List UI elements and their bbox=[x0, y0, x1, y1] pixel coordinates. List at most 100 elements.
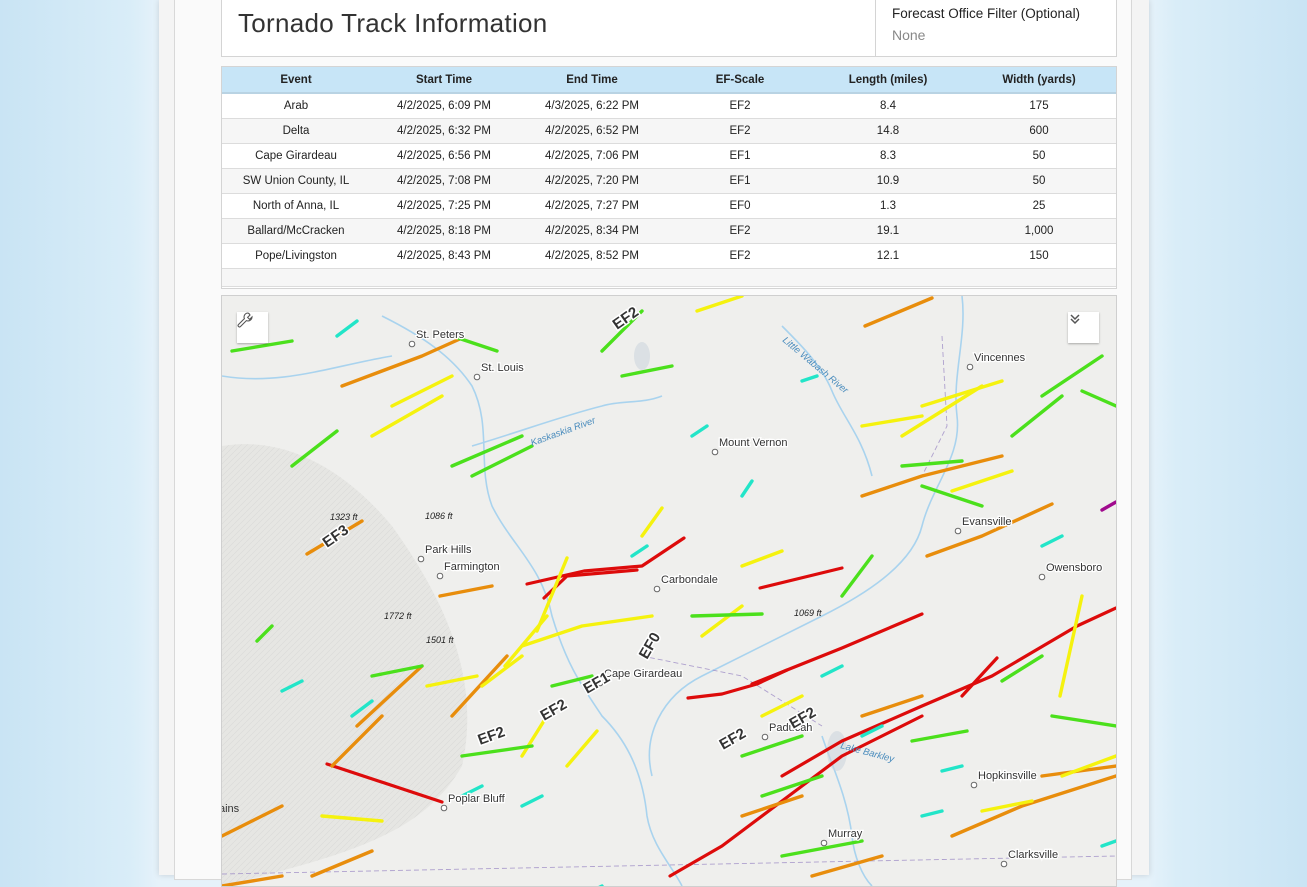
tornado-track[interactable] bbox=[520, 794, 544, 808]
city-marker[interactable] bbox=[954, 527, 962, 535]
table-row[interactable]: Pope/Livingston 4/2/2025, 8:43 PM 4/2/2025… bbox=[222, 243, 1116, 269]
city-label[interactable]: Vincennes bbox=[973, 351, 1027, 366]
tornado-track[interactable] bbox=[780, 839, 864, 858]
tornado-track[interactable] bbox=[910, 729, 969, 743]
city-label[interactable]: St. Peters bbox=[415, 328, 466, 343]
city-marker[interactable] bbox=[473, 373, 481, 381]
tornado-track[interactable] bbox=[305, 519, 364, 556]
tornado-track[interactable] bbox=[950, 774, 1116, 838]
map-canvas[interactable]: St. Peters St. Louis Mount Vernon Vincennes… bbox=[222, 296, 1116, 886]
city-marker[interactable] bbox=[711, 448, 719, 456]
tornado-track[interactable] bbox=[740, 479, 754, 498]
city-marker[interactable] bbox=[1038, 573, 1046, 581]
tornado-track[interactable] bbox=[340, 336, 464, 388]
tornado-track[interactable] bbox=[525, 536, 686, 586]
column-header-length[interactable]: Length (miles) bbox=[814, 67, 962, 94]
column-header-start-time[interactable]: Start Time bbox=[370, 67, 518, 94]
tornado-track[interactable] bbox=[925, 502, 1054, 558]
tornado-track[interactable] bbox=[800, 374, 819, 383]
city-marker[interactable] bbox=[440, 804, 448, 812]
tornado-track[interactable] bbox=[630, 544, 649, 558]
city-marker[interactable] bbox=[436, 572, 444, 580]
column-header-ef-scale[interactable]: EF-Scale bbox=[666, 67, 814, 94]
tornado-track[interactable] bbox=[600, 309, 644, 353]
city-label[interactable]: Cape Girardeau bbox=[603, 667, 684, 682]
tornado-track[interactable] bbox=[370, 664, 424, 678]
city-marker[interactable] bbox=[596, 679, 604, 687]
city-marker[interactable] bbox=[1000, 860, 1008, 868]
tornado-track[interactable] bbox=[740, 549, 784, 568]
tornado-track[interactable] bbox=[460, 784, 484, 798]
tornado-track[interactable] bbox=[255, 624, 274, 643]
tornado-track[interactable] bbox=[690, 424, 709, 438]
tornado-track[interactable] bbox=[900, 384, 984, 438]
city-label[interactable]: Paducah bbox=[768, 721, 814, 736]
tornado-track[interactable] bbox=[920, 809, 944, 818]
city-label[interactable]: Hopkinsville bbox=[977, 769, 1038, 784]
tornado-track[interactable] bbox=[690, 612, 764, 618]
tornado-track[interactable] bbox=[1080, 389, 1116, 408]
city-label[interactable]: Evansville bbox=[961, 515, 1013, 530]
table-row[interactable]: Cape Girardeau 4/2/2025, 6:56 PM 4/2/2025,… bbox=[222, 143, 1116, 169]
tornado-track[interactable] bbox=[840, 554, 874, 598]
map-tools-button[interactable] bbox=[237, 312, 268, 343]
tornado-track[interactable] bbox=[1100, 500, 1116, 512]
tornado-track[interactable] bbox=[542, 568, 639, 600]
tornado-track[interactable] bbox=[920, 484, 984, 508]
tornado-track[interactable] bbox=[460, 744, 534, 758]
tornado-track[interactable] bbox=[520, 614, 654, 648]
city-label[interactable]: Carbondale bbox=[660, 573, 719, 588]
tornado-track[interactable] bbox=[520, 714, 549, 758]
city-label[interactable]: Clarksville bbox=[1007, 848, 1060, 863]
city-marker[interactable] bbox=[820, 839, 828, 847]
tornado-track[interactable] bbox=[860, 414, 924, 428]
table-row[interactable]: Arab 4/2/2025, 6:09 PM 4/3/2025, 6:22 PM EF… bbox=[222, 93, 1116, 119]
tornado-track[interactable] bbox=[450, 654, 509, 718]
tornado-track[interactable] bbox=[550, 674, 594, 688]
city-marker[interactable] bbox=[970, 781, 978, 789]
tornado-track[interactable] bbox=[950, 469, 1014, 493]
tornado-track[interactable] bbox=[450, 434, 524, 468]
tornado-track[interactable] bbox=[940, 764, 964, 773]
tornado-track[interactable] bbox=[480, 654, 524, 688]
tornado-track[interactable] bbox=[470, 444, 534, 478]
table-row[interactable]: SW Union County, IL 4/2/2025, 7:08 PM 4/2/… bbox=[222, 168, 1116, 194]
tornado-track[interactable] bbox=[535, 556, 569, 633]
column-header-width[interactable]: Width (yards) bbox=[962, 67, 1116, 94]
tornado-track[interactable] bbox=[425, 674, 479, 688]
table-row[interactable]: Delta 4/2/2025, 6:32 PM 4/2/2025, 6:52 PM E… bbox=[222, 118, 1116, 144]
tornado-track[interactable] bbox=[390, 374, 454, 408]
tornado-track[interactable] bbox=[810, 854, 884, 878]
tornado-track[interactable] bbox=[620, 364, 674, 378]
column-header-event[interactable]: Event bbox=[222, 67, 370, 94]
tornado-track[interactable] bbox=[760, 774, 824, 798]
tornado-track[interactable] bbox=[310, 849, 374, 878]
tornado-track[interactable] bbox=[1100, 839, 1116, 848]
city-marker[interactable] bbox=[653, 585, 661, 593]
city-label[interactable]: Murray bbox=[827, 827, 864, 842]
city-marker[interactable] bbox=[966, 363, 974, 371]
tornado-track[interactable] bbox=[355, 664, 424, 728]
tornado-track[interactable] bbox=[1040, 534, 1064, 548]
table-row[interactable]: North of Anna, IL 4/2/2025, 7:25 PM 4/2/20… bbox=[222, 193, 1116, 219]
tornado-track[interactable] bbox=[863, 296, 934, 328]
table-row[interactable]: Ballard/McCracken 4/2/2025, 8:18 PM 4/2/20… bbox=[222, 218, 1116, 244]
collapse-button[interactable] bbox=[1068, 312, 1099, 343]
tornado-track[interactable] bbox=[320, 814, 384, 823]
tornado-track[interactable] bbox=[1000, 654, 1044, 683]
tornado-track[interactable] bbox=[325, 762, 444, 804]
tornado-track[interactable] bbox=[860, 694, 924, 718]
city-label[interactable]: St. Louis bbox=[480, 361, 526, 376]
city-label[interactable]: Park Hills bbox=[424, 543, 473, 558]
tornado-track[interactable] bbox=[1040, 354, 1104, 398]
tornado-track[interactable] bbox=[900, 459, 964, 468]
tornado-track[interactable] bbox=[700, 604, 744, 638]
forecast-office-filter[interactable]: Forecast Office Filter (Optional) None bbox=[875, 0, 1116, 56]
tornado-track[interactable] bbox=[1050, 714, 1116, 728]
tornado-track[interactable] bbox=[695, 296, 744, 313]
tornado-track[interactable] bbox=[1058, 594, 1084, 698]
city-marker[interactable] bbox=[417, 555, 425, 563]
tornado-track[interactable] bbox=[330, 714, 384, 768]
column-header-end-time[interactable]: End Time bbox=[518, 67, 666, 94]
tornado-track[interactable] bbox=[750, 612, 924, 686]
